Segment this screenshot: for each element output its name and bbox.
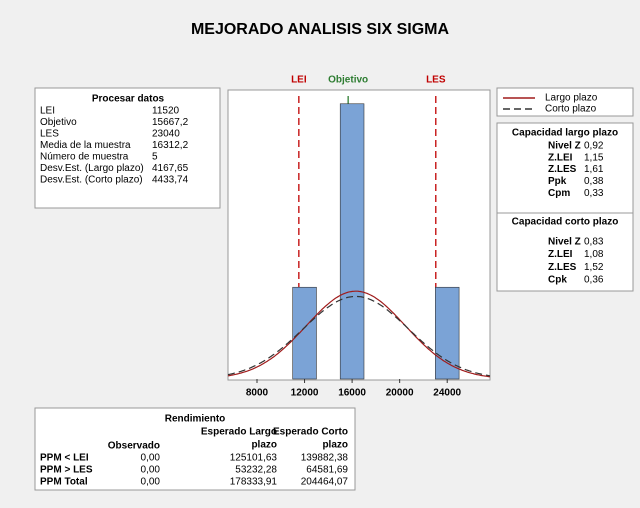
yield-value: 0,00	[141, 465, 161, 476]
cap-long-box	[496, 122, 634, 214]
process-label: Media de la muestra	[40, 140, 131, 151]
process-value: 16312,2	[152, 140, 189, 151]
cap-label: Z.LES	[548, 262, 577, 273]
cap-label: Cpk	[548, 274, 567, 285]
process-value: 23040	[152, 129, 180, 140]
legend-label: Corto plazo	[545, 104, 597, 115]
cap-label: Ppk	[548, 176, 567, 187]
cap-label: Z.LEI	[548, 152, 573, 163]
process-label: Objetivo	[40, 117, 77, 128]
cap-value: 1,52	[584, 262, 604, 273]
cap-value: 0,36	[584, 274, 604, 285]
cap-label: Nivel Z	[548, 141, 581, 152]
x-tick-label: 20000	[386, 388, 414, 399]
spec-label: LEI	[291, 75, 307, 86]
cap-short-box	[496, 212, 634, 292]
bar	[292, 286, 317, 380]
legend-label: Largo plazo	[545, 93, 598, 104]
cap-label: Z.LEI	[548, 249, 573, 260]
yield-value: 53232,28	[235, 465, 277, 476]
cap-value: 1,15	[584, 152, 604, 163]
yield-header: plazo	[322, 440, 348, 451]
title: MEJORADO ANALISIS SIX SIGMA	[191, 21, 450, 38]
cap-label: Nivel Z	[548, 237, 581, 248]
yield-value: 178333,91	[230, 477, 278, 488]
spec-label: LES	[426, 75, 446, 86]
yield-value: 204464,07	[301, 477, 349, 488]
yield-header: Observado	[108, 441, 160, 452]
yield-value: 0,00	[141, 453, 161, 464]
yield-row-label: PPM > LES	[40, 465, 93, 476]
cap-value: 1,08	[584, 249, 604, 260]
cap-label: Cpm	[548, 188, 570, 199]
cap-value: 1,61	[584, 164, 604, 175]
process-value: 4167,65	[152, 163, 189, 174]
yield-header: Esperado Largo	[201, 427, 277, 438]
process-label: Número de muestra	[40, 152, 129, 163]
normal-curve	[227, 290, 491, 378]
yield-value: 0,00	[141, 477, 161, 488]
yield-value: 125101,63	[230, 453, 278, 464]
cap-value: 0,83	[584, 237, 604, 248]
yield-header: plazo	[251, 440, 277, 451]
yield-title: Rendimiento	[165, 414, 226, 425]
process-label: Desv.Est. (Corto plazo)	[40, 175, 143, 186]
x-tick-label: 24000	[433, 388, 461, 399]
cap-value: 0,38	[584, 176, 604, 187]
process-label: LES	[40, 129, 59, 140]
legend-box	[496, 87, 634, 117]
yield-value: 64581,69	[306, 465, 348, 476]
process-value: 4433,74	[152, 175, 189, 186]
x-tick-label: 8000	[246, 388, 269, 399]
process-label: Desv.Est. (Largo plazo)	[40, 163, 144, 174]
process-title: Procesar datos	[92, 94, 165, 105]
yield-row-label: PPM < LEI	[40, 453, 89, 464]
normal-curve	[227, 295, 491, 377]
cap-title: Capacidad corto plazo	[512, 217, 619, 228]
process-value: 5	[152, 152, 158, 163]
process-value: 11520	[152, 106, 180, 117]
process-label: LEI	[40, 106, 55, 117]
cap-title: Capacidad largo plazo	[512, 128, 618, 139]
process-value: 15667,2	[152, 117, 189, 128]
yield-header: Esperado Corto	[273, 427, 348, 438]
spec-label: Objetivo	[328, 75, 368, 86]
cap-value: 0,33	[584, 188, 604, 199]
cap-value: 0,92	[584, 141, 604, 152]
yield-box	[34, 407, 356, 491]
yield-value: 139882,38	[301, 453, 349, 464]
x-tick-label: 12000	[291, 388, 319, 399]
bar	[339, 103, 365, 380]
yield-row-label: PPM Total	[40, 477, 88, 488]
process-box	[34, 87, 221, 209]
x-tick-label: 16000	[338, 388, 366, 399]
cap-label: Z.LES	[548, 164, 577, 175]
